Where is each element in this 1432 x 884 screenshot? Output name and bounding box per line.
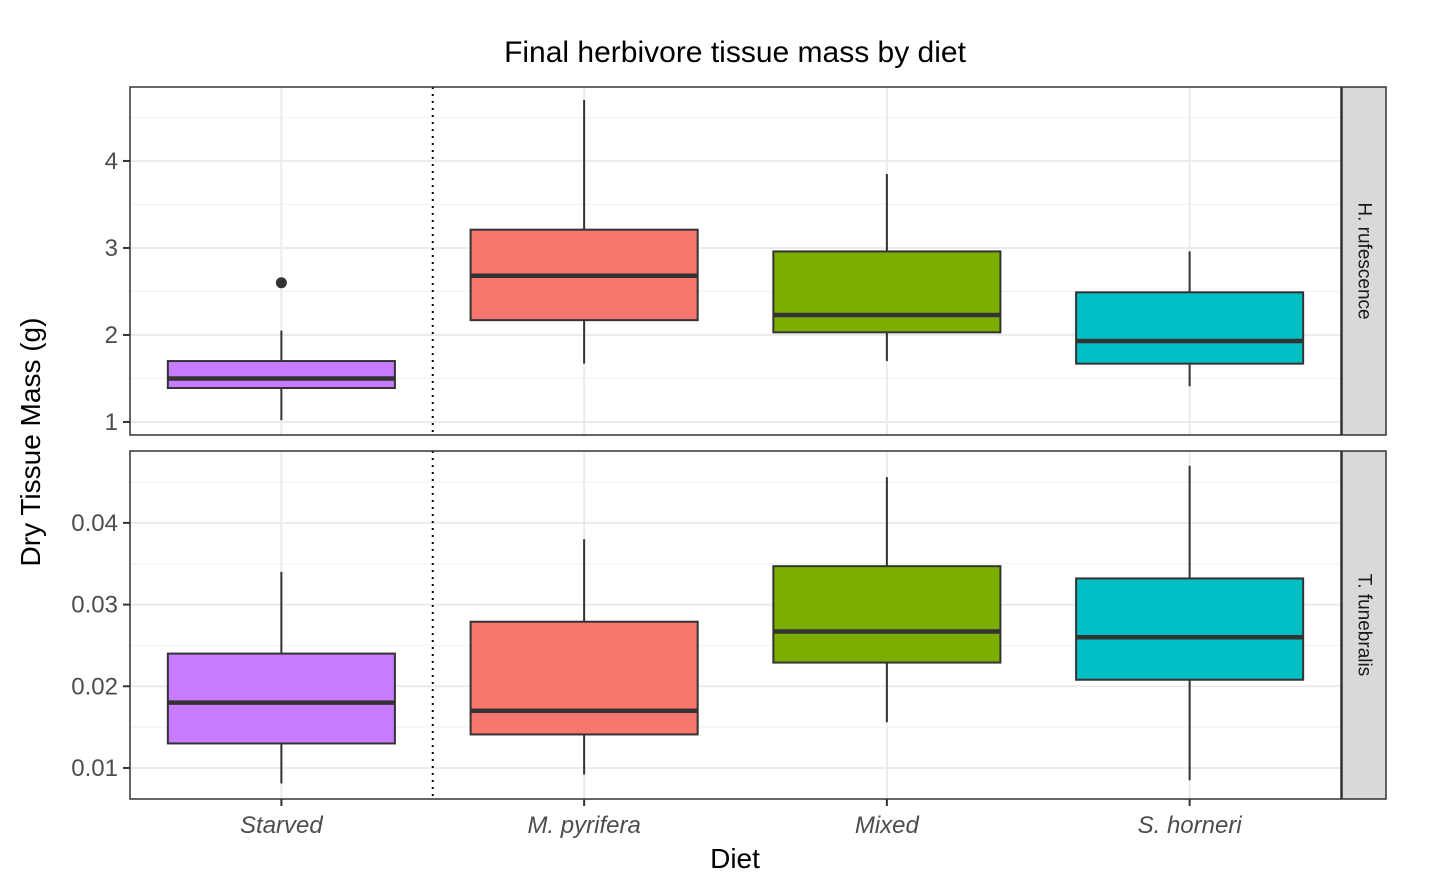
y-tick-label: 2 [105, 322, 118, 349]
x-tick-label-mixed: Mixed [855, 812, 920, 839]
facet-strip [1341, 450, 1387, 800]
box-body [1075, 291, 1305, 365]
y-tick-label: 3 [105, 235, 118, 262]
facet-panel-h-rufescence: 1 2 3 4 H. rufescence [105, 86, 1387, 436]
y-tick-label: 0.02 [71, 673, 118, 700]
x-tick-label-starved: Starved [240, 812, 323, 839]
box-s-horneri [1075, 465, 1305, 781]
box-m-pyrifera [469, 100, 699, 364]
box-starved [166, 571, 396, 784]
panel-border [129, 450, 1342, 800]
box-starved [166, 277, 396, 421]
y-axis-title: Dry Tissue Mass (g) [15, 318, 46, 567]
box-body [772, 250, 1002, 334]
box-s-horneri [1075, 251, 1305, 387]
outlier-point [275, 277, 287, 289]
box-m-pyrifera [469, 539, 699, 775]
facet-panels: 1 2 3 4 H. rufescence 0.01 0.02 0.03 0.04 T. fune… [71, 86, 1387, 800]
y-tick-label: 1 [105, 409, 118, 436]
x-tick-label-s-horneri: S. horneri [1138, 812, 1243, 839]
facet-strip [1341, 86, 1387, 436]
x-axis-title: Diet [710, 843, 760, 874]
box-mixed [772, 174, 1002, 362]
box-mixed [772, 477, 1002, 723]
y-tick-label: 0.04 [71, 510, 118, 537]
y-tick-label: 0.03 [71, 592, 118, 619]
facet-strip-label: H. rufescence [1354, 202, 1375, 319]
facet-strip-label: T. funebralis [1354, 574, 1375, 676]
box-body [469, 620, 699, 736]
box-body [166, 652, 396, 745]
y-tick-label: 0.01 [71, 755, 118, 782]
y-tick-label: 4 [105, 148, 118, 175]
x-axis: Starved M. pyrifera Mixed S. horneri [240, 799, 1242, 839]
panel-border [129, 86, 1342, 436]
box-body [1075, 577, 1305, 681]
box-body [772, 565, 1002, 664]
x-tick-label-m-pyrifera: M. pyrifera [527, 812, 640, 839]
chart-title: Final herbivore tissue mass by diet [504, 36, 967, 69]
box-body [166, 360, 396, 390]
facet-panel-t-funebralis: 0.01 0.02 0.03 0.04 T. funebralis [71, 450, 1387, 800]
